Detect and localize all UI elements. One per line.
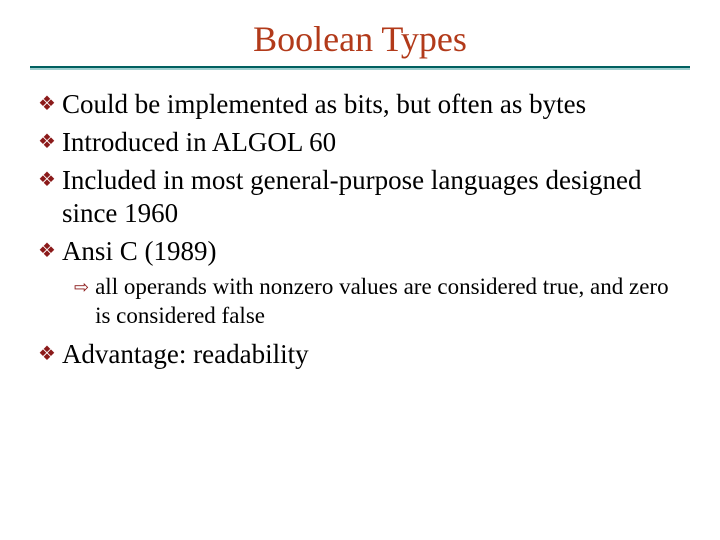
sub-bullet-item: ⇨ all operands with nonzero values are c… — [74, 273, 682, 331]
arrow-bullet-icon: ⇨ — [74, 276, 89, 299]
bullet-text: Advantage: readability — [62, 338, 682, 372]
diamond-bullet-icon: ❖ — [38, 92, 56, 117]
bullet-item: ❖ Advantage: readability — [38, 338, 682, 372]
bullet-text: Ansi C (1989) — [62, 235, 682, 269]
diamond-bullet-icon: ❖ — [38, 342, 56, 367]
bullet-text: all operands with nonzero values are con… — [95, 273, 682, 331]
bullet-text: Introduced in ALGOL 60 — [62, 126, 682, 160]
bullet-item: ❖ Could be implemented as bits, but ofte… — [38, 88, 682, 122]
slide-title: Boolean Types — [30, 18, 690, 60]
slide: Boolean Types ❖ Could be implemented as … — [0, 0, 720, 540]
diamond-bullet-icon: ❖ — [38, 239, 56, 264]
bullet-item: ❖ Included in most general-purpose langu… — [38, 164, 682, 232]
bullet-item: ❖ Ansi C (1989) — [38, 235, 682, 269]
diamond-bullet-icon: ❖ — [38, 130, 56, 155]
title-underline — [30, 66, 690, 70]
bullet-item: ❖ Introduced in ALGOL 60 — [38, 126, 682, 160]
bullet-text: Could be implemented as bits, but often … — [62, 88, 682, 122]
slide-body: ❖ Could be implemented as bits, but ofte… — [30, 88, 690, 372]
bullet-text: Included in most general-purpose languag… — [62, 164, 682, 232]
diamond-bullet-icon: ❖ — [38, 168, 56, 193]
